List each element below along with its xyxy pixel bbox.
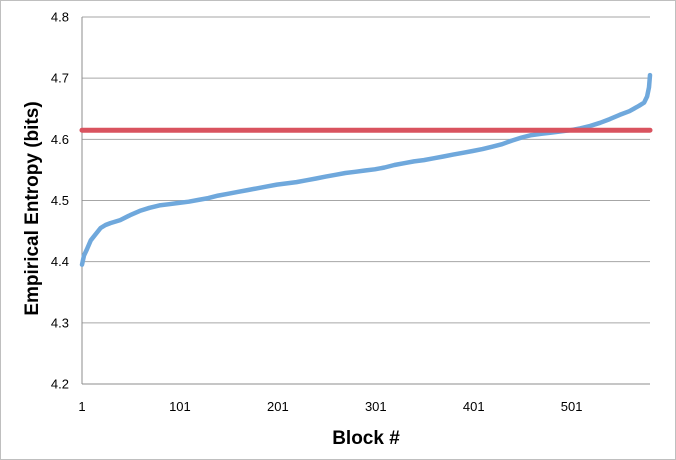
entropy-series-line <box>79 72 653 267</box>
x-tick-label: 201 <box>267 399 289 414</box>
y-tick-label: 4.5 <box>51 193 69 208</box>
x-axis-title: Block # <box>332 428 400 449</box>
x-tick-label: 401 <box>463 399 485 414</box>
y-tick-label: 4.2 <box>51 377 69 392</box>
x-tick-label: 501 <box>561 399 583 414</box>
y-tick-label: 4.6 <box>51 132 69 147</box>
y-tick-label: 4.4 <box>51 254 69 269</box>
x-tick-label: 301 <box>365 399 387 414</box>
x-tick-label: 101 <box>169 399 191 414</box>
y-tick-label: 4.7 <box>51 71 69 86</box>
x-tick-label: 1 <box>78 399 85 414</box>
y-tick-label: 4.3 <box>51 315 69 330</box>
y-axis-title: Empirical Entropy (bits) <box>22 101 43 315</box>
y-tick-label: 4.8 <box>51 10 69 25</box>
